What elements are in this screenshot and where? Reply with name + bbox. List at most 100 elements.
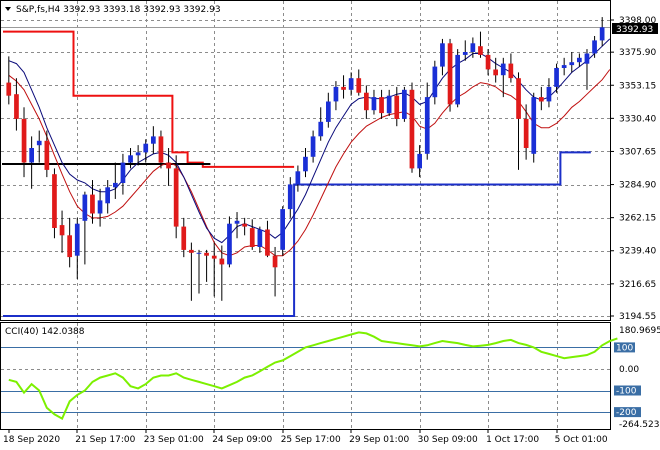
candle bbox=[204, 249, 209, 282]
bearish-candle-body bbox=[158, 136, 164, 163]
candle bbox=[402, 86, 407, 122]
bullish-candle-body bbox=[227, 223, 232, 265]
price-tick-label: 3194.55 bbox=[619, 312, 656, 322]
bullish-candle-body bbox=[97, 200, 103, 214]
candle bbox=[356, 69, 362, 96]
bearish-candle-body bbox=[539, 97, 544, 102]
cci-level-label: 100 bbox=[616, 343, 633, 353]
time-tick-label: 1 Oct 17:00 bbox=[486, 435, 539, 445]
candle bbox=[29, 136, 34, 189]
time-tick-label: 25 Sep 17:00 bbox=[281, 435, 341, 445]
bullish-candle-body bbox=[402, 89, 407, 119]
bullish-candle-body bbox=[531, 97, 537, 154]
candle bbox=[97, 188, 103, 227]
candle bbox=[318, 107, 324, 141]
candle bbox=[409, 82, 415, 173]
bullish-candle-body bbox=[500, 63, 506, 76]
bearish-candle-body bbox=[52, 174, 57, 228]
candle bbox=[227, 216, 232, 268]
time-tick-label: 18 Sep 2020 bbox=[3, 435, 60, 445]
bullish-candle-body bbox=[143, 143, 149, 153]
bearish-candle-body bbox=[173, 168, 179, 227]
cci-level-badge bbox=[614, 342, 635, 353]
bullish-candle-body bbox=[386, 95, 392, 114]
bullish-candle-body bbox=[417, 153, 422, 169]
candle bbox=[44, 130, 50, 178]
candles bbox=[6, 17, 605, 301]
candle bbox=[272, 246, 278, 297]
cci-level-badge bbox=[614, 385, 641, 396]
candle bbox=[303, 148, 308, 178]
bullish-candle-body bbox=[295, 171, 301, 185]
candle bbox=[539, 86, 544, 111]
bearish-candle-body bbox=[90, 194, 95, 214]
bearish-candle-body bbox=[59, 225, 65, 236]
candle bbox=[280, 206, 285, 256]
candle bbox=[478, 31, 483, 58]
candle bbox=[554, 63, 559, 93]
bullish-candle-body bbox=[592, 40, 597, 54]
bullish-candle-body bbox=[470, 43, 476, 52]
price-tick-label: 3375.90 bbox=[619, 48, 656, 58]
candle bbox=[158, 130, 164, 169]
candle bbox=[234, 212, 240, 239]
price-tick-label: 3239.40 bbox=[619, 247, 656, 257]
candle bbox=[447, 38, 453, 112]
candle bbox=[500, 57, 506, 98]
candle bbox=[59, 210, 65, 253]
bearish-candle-body bbox=[478, 46, 483, 55]
bearish-candle-body bbox=[379, 97, 384, 114]
bearish-candle-body bbox=[204, 252, 209, 256]
bullish-candle-body bbox=[318, 121, 324, 137]
candle bbox=[219, 245, 225, 301]
bullish-candle-body bbox=[287, 184, 293, 210]
candle bbox=[348, 72, 354, 96]
price-tick-label: 3307.65 bbox=[619, 148, 656, 158]
bearish-candle-body bbox=[219, 258, 225, 265]
candle bbox=[21, 107, 27, 178]
bullish-candle-body bbox=[599, 27, 605, 41]
bearish-candle-body bbox=[485, 54, 491, 70]
candle bbox=[485, 49, 491, 76]
bearish-candle-body bbox=[249, 228, 255, 247]
bearish-candle-body bbox=[14, 94, 19, 119]
candle bbox=[341, 75, 346, 99]
bearish-candle-body bbox=[211, 255, 217, 259]
bearish-candle-body bbox=[44, 140, 50, 170]
bullish-candle-body bbox=[113, 182, 118, 188]
cci-tick-label: 0.00 bbox=[619, 365, 639, 375]
cci-line bbox=[8, 331, 618, 421]
candle bbox=[113, 162, 118, 199]
candle bbox=[166, 148, 171, 186]
bearish-candle-body bbox=[409, 89, 415, 169]
bearish-candle-body bbox=[6, 82, 12, 96]
time-tick-label: 24 Sep 09:00 bbox=[212, 435, 272, 445]
candle bbox=[135, 145, 141, 166]
candle bbox=[105, 180, 110, 214]
bearish-candle-body bbox=[356, 78, 362, 93]
candle bbox=[287, 177, 293, 218]
collapse-triangle-icon[interactable] bbox=[5, 7, 11, 11]
candle bbox=[14, 78, 19, 131]
bullish-candle-body bbox=[82, 194, 88, 221]
bullish-candle-body bbox=[36, 140, 42, 146]
candle bbox=[265, 220, 270, 258]
bullish-candle-body bbox=[151, 136, 156, 144]
candle bbox=[493, 57, 498, 83]
bullish-candle-body bbox=[128, 155, 133, 163]
bearish-candle-body bbox=[516, 78, 521, 119]
slow-moving-average-line bbox=[8, 69, 611, 257]
candle bbox=[417, 145, 422, 178]
candle bbox=[189, 242, 194, 301]
bearish-candle-body bbox=[272, 255, 278, 268]
candle bbox=[151, 126, 156, 154]
candle bbox=[74, 217, 80, 279]
bullish-candle-body bbox=[74, 223, 80, 256]
bearish-candle-body bbox=[341, 86, 346, 90]
price-tick-label: 3398.00 bbox=[619, 16, 656, 26]
time-tick-label: 21 Sep 17:00 bbox=[75, 435, 135, 445]
bullish-candle-body bbox=[440, 43, 445, 67]
cci-plot-frame bbox=[0, 322, 611, 430]
bullish-candle-body bbox=[326, 101, 331, 122]
candle bbox=[371, 89, 377, 115]
